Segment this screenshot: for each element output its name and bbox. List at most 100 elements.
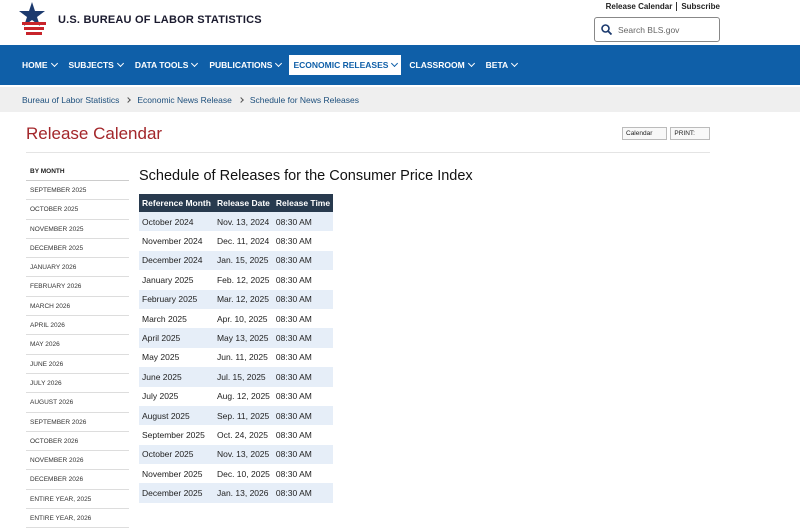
sidebar-link[interactable]: ENTIRE YEAR, 2025 — [26, 490, 129, 510]
sidebar-link[interactable]: OCTOBER 2025 — [26, 200, 129, 220]
chevron — [511, 59, 519, 68]
table-row: June 2025 Jul. 15, 2025 08:30 AM — [139, 367, 334, 387]
sidebar-link[interactable]: MARCH 2026 — [26, 297, 129, 317]
crumb-link[interactable]: Bureau of Labor Statistics — [22, 94, 120, 105]
crumb-link[interactable]: Schedule for News Releases — [249, 94, 359, 105]
nav-item[interactable]: DATA TOOLS — [131, 55, 202, 75]
sidebar-link[interactable]: APRIL 2026 — [26, 316, 129, 336]
nav-item[interactable]: ECONOMIC RELEASES — [289, 55, 402, 75]
sidebar-link[interactable]: DECEMBER 2026 — [26, 470, 129, 490]
table-cell: July 2025 — [142, 391, 179, 402]
sidebar-link[interactable]: SEPTEMBER 2025 — [26, 181, 129, 201]
table-row: September 2025 Oct. 24, 2025 08:30 AM — [139, 425, 333, 444]
chevron — [116, 59, 124, 68]
table-cell: Jul. 15, 2025 — [213, 367, 273, 387]
sidebar-link[interactable]: JULY 2026 — [26, 374, 129, 394]
crumb-separator — [125, 96, 132, 103]
search-icon — [601, 24, 612, 35]
table-cell: January 2025 — [142, 274, 194, 285]
sidebar-link[interactable]: NOVEMBER 2025 — [26, 220, 129, 239]
column-header: Reference Month — [139, 194, 214, 212]
sidebar-link[interactable]: FEBRUARY 2026 — [26, 277, 129, 297]
sidebar-link[interactable]: JUNE 2026 — [26, 355, 129, 374]
table-row: October 2025 Nov. 13, 2025 08:30 AM — [139, 444, 334, 465]
table-row: March 2025 Apr. 10, 2025 08:30 AM — [139, 309, 333, 328]
calendar-button[interactable]: Calendar — [622, 127, 668, 140]
breadcrumb: Bureau of Labor Statistics Economic News … — [0, 87, 800, 112]
search-box[interactable]: Search BLS.gov — [594, 17, 720, 42]
top-link[interactable]: Release Calendar — [605, 2, 673, 11]
table-cell: 08:30 AM — [272, 250, 334, 271]
sidebar-link[interactable]: DECEMBER 2025 — [26, 239, 129, 259]
sidebar-link[interactable]: NOVEMBER 2026 — [26, 451, 129, 471]
chevron — [391, 59, 399, 68]
table-cell: August 2025 — [139, 405, 214, 426]
table-cell: November 2025 — [142, 468, 203, 479]
table-row: February 2025 Mar. 12, 2025 08:30 AM — [139, 289, 334, 309]
table-row: January 2025 Feb. 12, 2025 08:30 AM — [139, 270, 333, 289]
nav-bar: HOME SUBJECTS DATA TOOLS PUBLICATIONS ECONOM… — [0, 45, 800, 85]
table-row: November 2025 Dec. 10, 2025 08:30 AM — [139, 464, 333, 483]
table-cell: 08:30 AM — [275, 468, 312, 479]
table-cell: Sep. 11, 2025 — [213, 405, 273, 426]
table-cell: 08:30 AM — [272, 444, 334, 465]
logo[interactable] — [18, 2, 50, 38]
table-row: October 2024 Nov. 13, 2024 08:30 AM — [139, 212, 334, 232]
table-cell: April 2025 — [139, 328, 214, 348]
table-cell: 08:30 AM — [275, 313, 312, 324]
nav-label: ECONOMIC RELEASES — [293, 60, 389, 70]
top-link[interactable]: Subscribe — [676, 2, 720, 11]
nav-label: HOME — [22, 60, 48, 70]
nav-label: DATA TOOLS — [134, 60, 189, 70]
sidebar-link[interactable]: ENTIRE YEAR, 2026 — [26, 509, 129, 528]
table-cell: 08:30 AM — [275, 236, 312, 247]
table-cell: Feb. 12, 2025 — [216, 274, 270, 285]
chevron — [50, 59, 58, 68]
page-title: Release Calendar — [26, 124, 163, 143]
search-placeholder: Search BLS.gov — [618, 24, 680, 35]
nav-item[interactable]: CLASSROOM — [405, 55, 477, 75]
chevron — [191, 59, 199, 68]
logo-text[interactable]: U.S. BUREAU OF LABOR STATISTICS — [58, 14, 262, 26]
divider — [26, 152, 710, 153]
top-links: Release Calendar Subscribe — [606, 2, 720, 11]
header: U.S. BUREAU OF LABOR STATISTICS Release … — [0, 0, 800, 45]
header-row: Reference Month Release Date Release Time — [139, 194, 334, 212]
page-tools: Calendar PRINT: — [622, 127, 710, 140]
sidebar-link[interactable]: OCTOBER 2026 — [26, 432, 129, 452]
table-cell: February 2025 — [139, 289, 214, 309]
sidebar-link[interactable]: SEPTEMBER 2026 — [26, 413, 129, 432]
sidebar: BY MONTH SEPTEMBER 2025 OCTOBER 2025 NOVEM… — [26, 163, 129, 528]
nav-item[interactable]: SUBJECTS — [65, 55, 127, 75]
nav-item[interactable]: HOME — [18, 55, 61, 75]
table-cell: June 2025 — [139, 367, 214, 387]
table-cell: Aug. 12, 2025 — [216, 391, 270, 402]
crumb-link[interactable]: Economic News Release — [137, 94, 232, 105]
table-cell: Dec. 11, 2024 — [216, 236, 270, 247]
table-cell: October 2024 — [139, 212, 214, 232]
nav-item[interactable]: BETA — [482, 55, 522, 75]
table-cell: 08:30 AM — [275, 274, 312, 285]
sidebar-link[interactable]: JANUARY 2026 — [26, 258, 129, 278]
table-row: December 2024 Jan. 15, 2025 08:30 AM — [139, 250, 334, 271]
table-row: December 2025 Jan. 13, 2026 08:30 AM — [139, 483, 334, 503]
table-cell: Jan. 13, 2026 — [213, 483, 273, 503]
table-row: July 2025 Aug. 12, 2025 08:30 AM — [139, 387, 333, 406]
table-cell: Nov. 13, 2024 — [213, 212, 273, 232]
crumb-separator — [237, 96, 244, 103]
release-table: Reference Month Release Date Release Time O… — [139, 194, 334, 503]
table-cell: Oct. 24, 2025 — [216, 429, 269, 440]
table-cell: Jan. 15, 2025 — [213, 250, 273, 271]
chevron — [275, 59, 283, 68]
table-cell: 08:30 AM — [272, 328, 334, 348]
nav-item[interactable]: PUBLICATIONS — [205, 55, 285, 75]
sidebar-link[interactable]: AUGUST 2026 — [26, 393, 129, 413]
table-cell: Mar. 12, 2025 — [213, 289, 273, 309]
table-cell: Dec. 10, 2025 — [216, 468, 270, 479]
sidebar-link[interactable]: MAY 2026 — [26, 335, 129, 355]
content-title: Schedule of Releases for the Consumer Pr… — [139, 168, 473, 184]
print-button[interactable]: PRINT: — [670, 127, 710, 140]
table-cell: 08:30 AM — [272, 483, 334, 503]
